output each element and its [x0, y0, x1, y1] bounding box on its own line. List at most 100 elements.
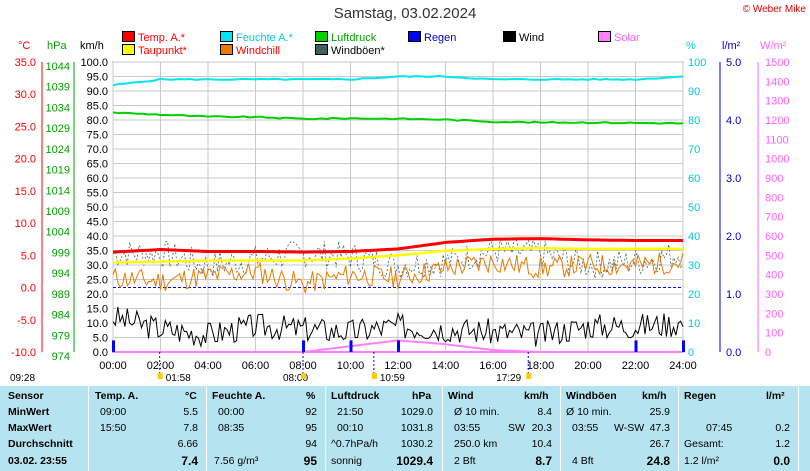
solar-tick-label: 1500 [765, 57, 789, 69]
legend-swatch [503, 31, 516, 42]
stats-gust-avg10: 25.9 [649, 406, 670, 418]
marker-icon [526, 373, 532, 379]
stats-gust-header: Windböen [566, 390, 617, 402]
rain-bar [349, 340, 353, 352]
press-tick-label: 1034 [46, 102, 70, 114]
solar-tick-label: 200 [765, 308, 783, 320]
solar-tick-label: 1100 [765, 134, 789, 146]
page-title: Samstag, 03.02.2024 [333, 5, 477, 22]
stats-min-label: MinWert [8, 406, 50, 418]
temp-tick-label: 35.0 [15, 57, 36, 69]
marker-icon [157, 373, 163, 379]
wind-tick-label: 10.0 [87, 318, 108, 330]
solar-tick-label: 100 [765, 328, 783, 340]
stats-rain-day: 1.2 l/m² [684, 455, 720, 467]
rain-bar [397, 340, 400, 352]
time-tick-label: 04:00 [194, 360, 222, 372]
stats-wind-max-dir: SW [508, 422, 525, 434]
stats-temp-header: Temp. A. [95, 390, 139, 402]
rain-tick-label: 3.0 [726, 173, 741, 185]
hum-tick-label: 10 [688, 318, 700, 330]
legend-label: Wind [519, 32, 545, 44]
temp-tick-label: -5.0 [17, 315, 36, 327]
series-solar [113, 339, 683, 353]
press-tick-label: 1009 [46, 206, 70, 218]
press-tick-label: 979 [52, 330, 70, 342]
stats-press-trend: ^0.7hPa/h [331, 438, 378, 450]
wind-tick-label: 90.0 [87, 86, 108, 98]
stats-temp-min: 5.5 [183, 406, 198, 418]
time-tick-label: 18:00 [527, 360, 555, 372]
stats-temp-avg: 6.66 [177, 438, 198, 450]
legend-label: Temp. A.* [138, 32, 186, 44]
legend-item: Wind [503, 31, 544, 44]
stats-rain-header: Regen [684, 390, 717, 402]
hum-tick-label: 20 [688, 289, 700, 301]
series-luftdruck [112, 111, 684, 125]
stats-wind-unit: km/h [524, 390, 549, 402]
legend-item: Windchill [220, 44, 280, 57]
marker-label: 08:00 [283, 373, 308, 384]
legend-item: Feuchte A.* [220, 31, 293, 44]
hum-tick-label: 30 [688, 260, 700, 272]
temp-tick-label: 20.0 [15, 154, 36, 166]
rain-tick-label: 0.0 [726, 347, 741, 359]
solar-tick-label: 500 [765, 250, 783, 262]
hum-unit: % [686, 40, 696, 52]
press-tick-label: 1039 [46, 82, 70, 94]
press-tick-label: 1019 [46, 165, 70, 177]
stats-temp-unit: °C [185, 390, 197, 402]
series-wind [112, 306, 684, 349]
stats-hum-min-time: 00:00 [218, 406, 245, 418]
stats-avg-label: Durchschnitt [8, 438, 73, 450]
solar-tick-label: 1200 [765, 115, 789, 127]
rain-bar [634, 340, 638, 352]
press-tick-label: 1029 [46, 123, 70, 135]
stats-temp-current: 7.4 [181, 454, 198, 468]
legend-item: Solar [598, 31, 640, 44]
rain-tick-label: 4.0 [726, 115, 741, 127]
stats-press-max: 1031.8 [400, 422, 433, 434]
series-windchill [112, 252, 684, 294]
series-taupunkt [112, 246, 683, 264]
press-tick-label: 984 [52, 310, 70, 322]
stats-press-max-time: 00:10 [337, 422, 364, 434]
stats-press-header: Luftdruck [331, 390, 380, 402]
wind-tick-label: 20.0 [87, 289, 108, 301]
rain-bar [682, 340, 685, 352]
hum-tick-label: 0 [688, 347, 694, 359]
legend-swatch [122, 44, 135, 55]
legend-swatch [408, 31, 421, 42]
stats-divider [325, 386, 326, 471]
wind-tick-label: 25.0 [87, 275, 108, 287]
legend-label: Windchill [236, 45, 281, 57]
rain-unit: l/m² [722, 40, 741, 52]
marker-label: 01:58 [166, 373, 191, 384]
marker-label: 10:59 [380, 373, 405, 384]
press-tick-label: 1004 [46, 227, 70, 239]
hum-tick-label: 50 [688, 202, 700, 214]
legend-label: Luftdruck [331, 32, 377, 44]
rain-bar [112, 340, 115, 352]
legend-item: Luftdruck [315, 31, 376, 44]
hum-tick-label: 60 [688, 173, 700, 185]
rain-tick-label: 5.0 [726, 57, 741, 69]
stats-sensor-header: Sensor [8, 390, 44, 402]
rain-tick-label: 2.0 [726, 231, 741, 243]
hum-tick-label: 80 [688, 115, 700, 127]
stats-wind-distance: 250.0 km [454, 438, 498, 450]
wind-tick-label: 30.0 [87, 260, 108, 272]
stats-rain-unit: l/m² [766, 390, 785, 402]
rain-bar [302, 340, 305, 352]
temp-tick-label: 10.0 [15, 218, 36, 230]
wind-tick-label: 15.0 [87, 304, 108, 316]
wind-tick-label: 60.0 [87, 173, 108, 185]
temp-tick-label: -10.0 [11, 347, 36, 359]
stats-wind-avg10: 8.4 [537, 406, 552, 418]
stats-hum-unit: % [306, 390, 316, 402]
stats-wind-current: 8.7 [535, 454, 552, 468]
solar-tick-label: 1300 [765, 96, 789, 108]
hum-tick-label: 90 [688, 86, 700, 98]
wind-tick-label: 70.0 [87, 144, 108, 156]
wind-tick-label: 45.0 [87, 217, 108, 229]
